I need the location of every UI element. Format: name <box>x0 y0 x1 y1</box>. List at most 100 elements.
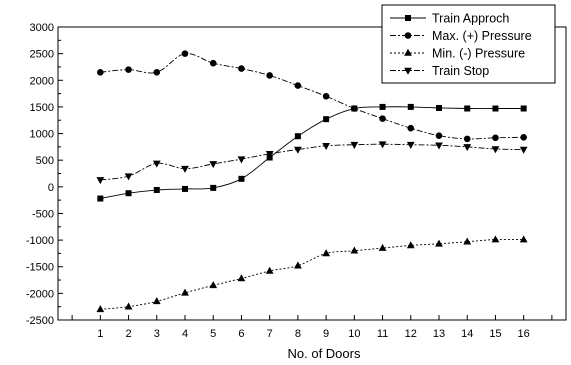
x-tick-label: 8 <box>295 328 301 340</box>
y-tick-label: 500 <box>36 155 54 167</box>
series-max-pressure-point <box>435 132 443 139</box>
series-train-approch-point <box>238 175 245 182</box>
x-axis: 1 2 3 4 5 6 7 8 9 10 11 12 13 14 15 16 <box>71 315 553 340</box>
series-train-approch-point <box>435 104 442 111</box>
series-min-pressure-point <box>265 266 274 274</box>
legend-item-train-approch: Train Approch <box>390 12 509 26</box>
series-train-approch-point <box>323 116 330 123</box>
series-train-stop-point <box>322 142 330 151</box>
series-max-pressure-point <box>463 135 471 143</box>
series-min-pressure-point <box>406 241 415 249</box>
series-train-approch-point <box>379 103 386 110</box>
series-train-stop-point <box>463 144 472 152</box>
series-min-pressure-point <box>378 243 387 251</box>
legend-item-min-pressure-point <box>404 48 412 56</box>
y-axis: 3000 2500 2000 1500 1000 500 0 -500 -1000 -1500 -2… <box>26 22 63 327</box>
series-train-stop-point <box>491 146 500 154</box>
series-train-stop-point <box>152 160 161 168</box>
series-max-pressure-point <box>379 115 386 122</box>
series-train-stop-line <box>100 143 524 181</box>
x-tick-label: 4 <box>182 328 188 340</box>
series-max-pressure-point <box>351 105 358 112</box>
legend: Train Approch Max. (+) Pressure Min. (-) P… <box>381 4 556 84</box>
series-train-approch-point <box>520 105 527 112</box>
series-min-pressure-point <box>435 239 443 247</box>
series-train-stop-point <box>294 146 302 154</box>
y-tick-label: -500 <box>32 208 54 220</box>
legend-item-max-pressure: Max. (+) Pressure <box>390 29 532 43</box>
x-tick-label: 3 <box>154 328 160 340</box>
x-tick-label: 1 <box>97 328 103 340</box>
series-train-stop-point <box>435 142 443 150</box>
series-max-pressure-point <box>125 66 132 73</box>
y-tick-label: 2000 <box>30 75 54 87</box>
series-train-stop-point <box>519 146 528 154</box>
series-train-stop <box>96 141 528 185</box>
series-max-pressure-line <box>100 53 524 140</box>
series-train-stop-point <box>181 165 189 173</box>
x-tick-label: 14 <box>461 328 473 340</box>
x-tick-label: 12 <box>405 328 417 340</box>
series-min-pressure-point <box>491 235 500 243</box>
series-train-stop-point <box>124 173 133 181</box>
series-train-approch-point <box>125 190 132 197</box>
series-min-pressure <box>96 235 528 313</box>
x-tick-label: 5 <box>210 328 216 340</box>
series-min-pressure-point <box>237 274 246 282</box>
x-tick-label: 2 <box>125 328 131 340</box>
series-max-pressure-point <box>322 92 330 100</box>
series-layer <box>96 50 528 313</box>
x-tick-label: 11 <box>377 328 388 340</box>
x-tick-label: 15 <box>489 328 501 340</box>
legend-item-train-stop-label: Train Stop <box>432 64 489 78</box>
series-min-pressure-point <box>294 261 302 269</box>
series-train-stop-point <box>237 156 246 164</box>
legend-item-min-pressure: Min. (-) Pressure <box>390 47 525 61</box>
series-max-pressure-point <box>209 59 217 67</box>
series-min-pressure-point <box>322 249 330 257</box>
series-train-approch-point <box>181 185 188 192</box>
x-tick-label: 16 <box>518 328 530 340</box>
y-tick-label: 1500 <box>30 102 54 114</box>
series-train-approch-point <box>464 105 471 112</box>
series-min-pressure-point <box>152 297 161 305</box>
series-max-pressure-point <box>238 65 245 72</box>
series-train-approch <box>97 103 527 202</box>
series-min-pressure-point <box>350 246 359 254</box>
series-train-approch-point <box>407 103 414 110</box>
series-train-approch-point <box>97 195 104 202</box>
series-min-pressure-point <box>96 305 105 313</box>
series-max-pressure-point <box>492 134 499 142</box>
series-max-pressure-point <box>294 82 302 89</box>
series-max-pressure-point <box>97 68 104 76</box>
x-tick-label: 9 <box>323 328 329 340</box>
series-max-pressure <box>97 50 527 143</box>
series-max-pressure-point <box>520 133 527 141</box>
series-train-stop-point <box>406 141 415 149</box>
series-max-pressure-point <box>266 72 273 79</box>
legend-item-min-pressure-label: Min. (-) Pressure <box>432 47 525 61</box>
series-train-approch-point <box>153 187 160 194</box>
series-train-stop-point <box>96 177 105 185</box>
series-min-pressure-point <box>209 281 218 289</box>
series-train-stop-point <box>209 161 218 169</box>
legend-item-max-pressure-point <box>404 32 412 39</box>
series-max-pressure-point <box>153 68 161 76</box>
x-axis-label: No. of Doors <box>288 346 361 361</box>
series-max-pressure-point <box>407 124 415 132</box>
series-train-approch-line <box>100 106 524 199</box>
series-min-pressure-point <box>463 237 472 245</box>
y-tick-label: 3000 <box>30 22 54 34</box>
series-min-pressure-point <box>124 302 133 310</box>
legend-item-train-approch-label: Train Approch <box>432 12 509 26</box>
x-tick-label: 10 <box>348 328 360 340</box>
legend-item-train-stop: Train Stop <box>390 64 489 78</box>
legend-item-train-stop-point <box>404 67 412 75</box>
x-tick-label: 6 <box>238 328 244 340</box>
x-tick-label: 7 <box>267 328 273 340</box>
series-train-stop-point <box>378 141 387 149</box>
y-tick-label: 0 <box>48 182 54 194</box>
series-min-pressure-point <box>519 235 528 243</box>
series-train-approch-point <box>492 105 499 112</box>
